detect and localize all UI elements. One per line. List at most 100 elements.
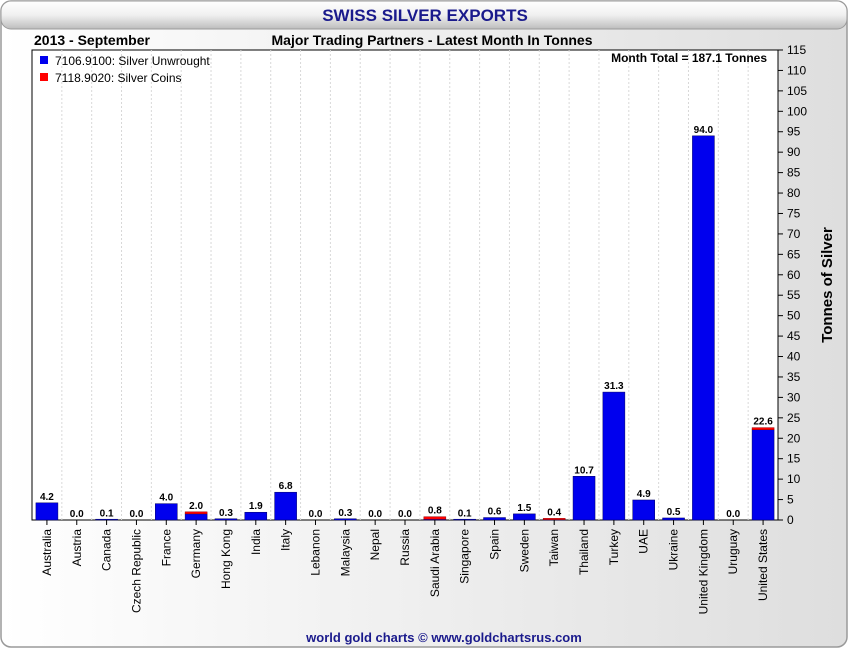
y-tick-label: 110 — [787, 63, 806, 77]
x-tick-label: Russia — [398, 529, 412, 566]
x-tick-label: Czech Republic — [129, 529, 143, 613]
x-tick-label: Singapore — [458, 529, 472, 584]
x-tick-label: Ukraine — [667, 529, 681, 571]
x-tick-label: Spain — [488, 529, 502, 560]
x-tick-label: United States — [756, 529, 770, 601]
bar-unwrought — [513, 513, 536, 521]
data-label: 0.6 — [488, 507, 502, 518]
bar-unwrought — [602, 391, 626, 521]
y-tick-label: 50 — [787, 309, 801, 323]
y-tick-label: 100 — [787, 104, 807, 118]
data-label: 0.3 — [338, 508, 352, 519]
y-tick-label: 15 — [787, 452, 801, 466]
y-tick-label: 25 — [787, 411, 801, 425]
y-tick-label: 5 — [787, 493, 794, 507]
value-labels: 4.2 0.0 0.1 0.0 4.0 2.0 0.3 1.9 6.8 0.0 0.3 0.0 0.0 0… — [40, 125, 773, 520]
x-tick-label: Uruguay — [726, 529, 740, 574]
bar-unwrought — [751, 429, 775, 521]
x-tick-label: France — [159, 529, 173, 567]
data-label: 0.5 — [667, 507, 681, 518]
data-label: 6.8 — [279, 481, 293, 492]
y-tick-label: 55 — [787, 288, 801, 302]
chart-period: 2013 - September — [34, 32, 150, 48]
y-tick-label: 20 — [787, 431, 801, 445]
x-tick-label: Malaysia — [338, 529, 352, 577]
legend: 7106.9100: Silver Unwrought 7118.9020: S… — [40, 54, 210, 85]
legend-label-unwrought: 7106.9100: Silver Unwrought — [55, 54, 210, 68]
data-label: 94.0 — [694, 125, 714, 136]
bar-unwrought — [632, 499, 655, 521]
data-label: 0.0 — [398, 509, 412, 520]
bar-unwrought — [244, 511, 268, 521]
bar-unwrought — [662, 517, 685, 521]
x-tick-label: Italy — [279, 529, 293, 551]
data-label: 0.0 — [726, 509, 740, 520]
chart-title: SWISS SILVER EXPORTS — [322, 6, 528, 25]
data-label: 4.9 — [637, 489, 651, 500]
plot-area — [31, 49, 779, 521]
bar-coins — [423, 516, 447, 520]
x-tick-label: Turkey — [607, 529, 621, 565]
y-tick-label: 60 — [787, 268, 801, 282]
data-label: 0.0 — [368, 509, 382, 520]
y-axis-title: Tonnes of Silver — [819, 227, 836, 343]
legend-label-coins: 7118.9020: Silver Coins — [55, 71, 182, 85]
x-tick-label: Thailand — [577, 529, 591, 575]
bar-coins — [751, 427, 775, 430]
bar-unwrought — [214, 518, 238, 521]
y-tick-label: 105 — [787, 84, 807, 98]
chart-subtitle: Major Trading Partners - Latest Month In… — [272, 32, 593, 48]
y-tick-label: 0 — [787, 513, 794, 527]
y-tick-label: 115 — [787, 43, 806, 57]
bar-unwrought — [184, 513, 208, 521]
y-tick-label: 10 — [787, 472, 801, 486]
x-tick-label: Australia — [40, 529, 54, 576]
y-tick-label: 45 — [787, 329, 801, 343]
x-tick-label: Hong Kong — [219, 529, 233, 589]
x-tick-label: Sweden — [517, 529, 531, 572]
data-label: 0.0 — [70, 509, 84, 520]
y-tick-label: 80 — [787, 186, 801, 200]
x-tick-label: Nepal — [368, 529, 382, 560]
data-label: 0.8 — [428, 506, 442, 517]
y-tick-label: 95 — [787, 125, 801, 139]
x-tick-label: United Kingdom — [696, 529, 710, 614]
data-label: 0.0 — [309, 509, 323, 520]
x-tick-label: UAE — [637, 529, 651, 554]
data-label: 2.0 — [189, 501, 203, 512]
x-tick-label: Taiwan — [547, 529, 561, 566]
data-label: 0.4 — [547, 507, 561, 518]
y-axis: 0 5 10 15 20 25 30 35 40 45 50 55 60 65 70 75 80 85 90 95 10… — [778, 43, 807, 527]
y-tick-label: 35 — [787, 370, 801, 384]
data-label: 1.9 — [249, 501, 263, 512]
bar-unwrought — [572, 476, 596, 521]
y-tick-label: 65 — [787, 247, 801, 261]
x-axis: Australia Austria Canada Czech Republic Fran… — [40, 520, 770, 614]
bars — [35, 135, 775, 521]
bar-unwrought — [155, 503, 178, 521]
y-tick-label: 30 — [787, 390, 801, 404]
data-label: 4.0 — [159, 493, 173, 504]
data-label: 0.1 — [458, 509, 472, 520]
data-label: 10.7 — [574, 465, 594, 476]
footer-credit: world gold charts © www.goldchartsrus.co… — [305, 630, 582, 645]
data-label: 22.6 — [753, 417, 773, 428]
y-tick-label: 90 — [787, 145, 801, 159]
x-tick-label: Canada — [100, 529, 114, 571]
x-tick-label: Germany — [189, 529, 203, 578]
bar-unwrought — [692, 135, 715, 521]
data-label: 31.3 — [604, 381, 624, 392]
title-bar — [0, 0, 848, 30]
x-tick-label: India — [249, 529, 263, 555]
y-tick-label: 85 — [787, 166, 801, 180]
x-tick-label: Austria — [70, 529, 84, 567]
y-tick-label: 70 — [787, 227, 801, 241]
data-label: 4.2 — [40, 492, 54, 503]
data-label: 0.3 — [219, 508, 233, 519]
bar-unwrought — [274, 491, 297, 521]
data-label: 0.0 — [129, 509, 143, 520]
bar-unwrought — [483, 517, 506, 521]
bar-unwrought — [334, 518, 357, 521]
